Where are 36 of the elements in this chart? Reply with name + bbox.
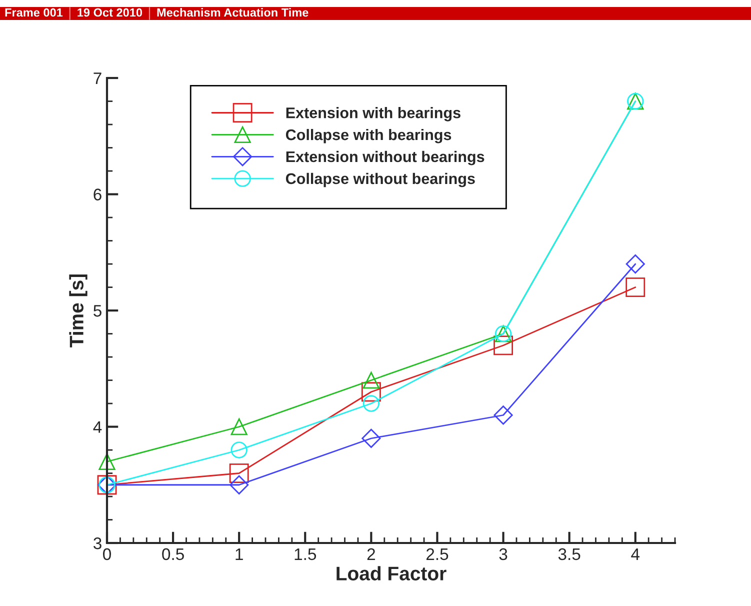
legend-label: Collapse without bearings xyxy=(286,172,475,188)
y-tick-label: 5 xyxy=(94,305,102,317)
point xyxy=(362,428,381,448)
point xyxy=(230,475,249,494)
x-tick-label: 3 xyxy=(499,548,508,560)
x-tick-label: 0.5 xyxy=(162,548,184,560)
point xyxy=(230,442,248,458)
legend-label: Extension with bearings xyxy=(286,107,460,122)
chart-title: Mechanism Actuation Time xyxy=(157,8,308,17)
y-tick-label: 3 xyxy=(94,537,102,550)
point xyxy=(362,372,380,389)
point xyxy=(98,453,116,470)
y-tick-label: 4 xyxy=(93,421,102,433)
text: Frame 001 xyxy=(5,8,63,17)
x-tick-label: 0 xyxy=(103,548,111,560)
x-axis-title: Load Factor xyxy=(336,566,446,580)
x-tick-label: 1 xyxy=(236,548,243,560)
legend-label: Extension without bearings xyxy=(286,150,484,166)
x-tick-label: 4 xyxy=(631,548,640,560)
y-tick-label: 7 xyxy=(94,72,102,84)
x-tick-label: 2 xyxy=(367,548,375,560)
legend-label: Collapse with bearings xyxy=(286,128,452,144)
x-tick-label: 3.5 xyxy=(558,548,580,560)
point xyxy=(626,278,646,297)
point xyxy=(494,336,513,356)
point xyxy=(230,418,248,436)
y-axis-title: Time [s] xyxy=(69,274,88,348)
point xyxy=(494,406,513,425)
point xyxy=(362,395,380,412)
point xyxy=(626,254,645,274)
x-tick-label: 1.5 xyxy=(294,548,316,560)
point xyxy=(229,464,249,483)
point xyxy=(361,382,381,402)
text: 19 Oct 2010 xyxy=(78,8,142,17)
y-tick-label: 6 xyxy=(94,188,102,200)
x-tick-label: 2.5 xyxy=(426,548,448,560)
